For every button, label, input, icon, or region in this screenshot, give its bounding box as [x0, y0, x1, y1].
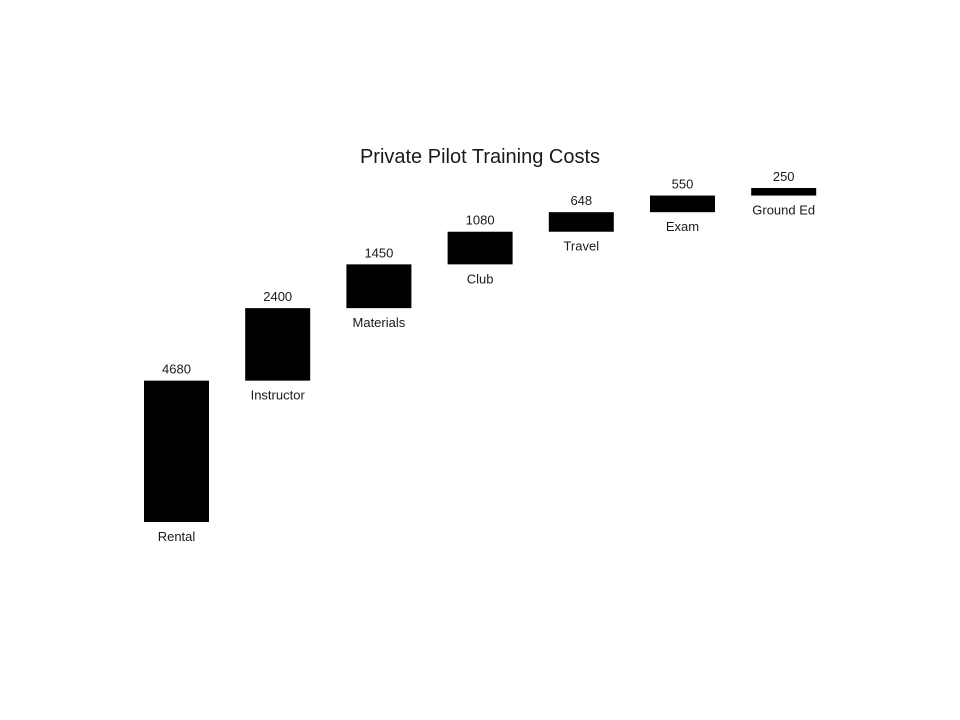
- category-label-exam: Exam: [666, 219, 699, 234]
- bar-materials: [346, 264, 412, 309]
- chart-title: Private Pilot Training Costs: [360, 146, 600, 168]
- category-label-travel: Travel: [563, 239, 599, 254]
- value-label-travel: 648: [570, 193, 592, 208]
- value-label-club: 1080: [466, 213, 495, 228]
- value-label-instructor: 2400: [263, 289, 292, 304]
- value-label-exam: 550: [672, 177, 694, 192]
- category-label-club: Club: [467, 271, 494, 286]
- bar-travel: [548, 212, 614, 232]
- category-label-ground-ed: Ground Ed: [752, 203, 815, 218]
- value-label-materials: 1450: [364, 245, 393, 260]
- bar-exam: [650, 195, 715, 213]
- bar-ground-ed: [751, 188, 817, 196]
- bar-instructor: [245, 308, 311, 381]
- bar-club: [447, 231, 513, 265]
- category-label-rental: Rental: [158, 529, 196, 544]
- value-label-ground-ed: 250: [773, 169, 795, 184]
- bar-group: 4680 Rental 2400 Instructor 1450 Materials 108…: [144, 169, 817, 544]
- category-label-materials: Materials: [353, 315, 406, 330]
- value-label-rental: 4680: [162, 362, 191, 377]
- bar-rental: [144, 380, 209, 522]
- category-label-instructor: Instructor: [251, 388, 306, 403]
